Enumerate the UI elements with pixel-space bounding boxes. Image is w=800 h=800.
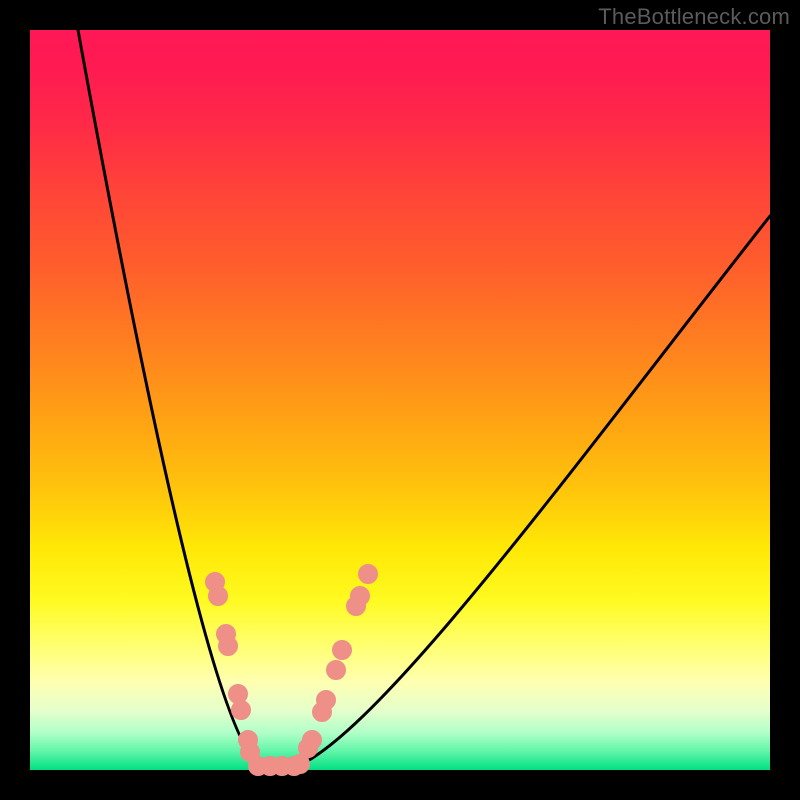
gradient-background — [30, 30, 770, 770]
data-marker — [359, 565, 378, 584]
data-marker — [219, 637, 238, 656]
data-marker — [209, 587, 228, 606]
watermark-text: TheBottleneck.com — [598, 4, 790, 30]
bottleneck-chart-svg — [0, 0, 800, 800]
data-marker — [327, 661, 346, 680]
plot-area — [30, 30, 770, 776]
data-marker — [303, 731, 322, 750]
data-marker — [317, 691, 336, 710]
data-marker — [333, 641, 352, 660]
data-marker — [232, 701, 251, 720]
chart-container: TheBottleneck.com — [0, 0, 800, 800]
data-marker — [351, 587, 370, 606]
